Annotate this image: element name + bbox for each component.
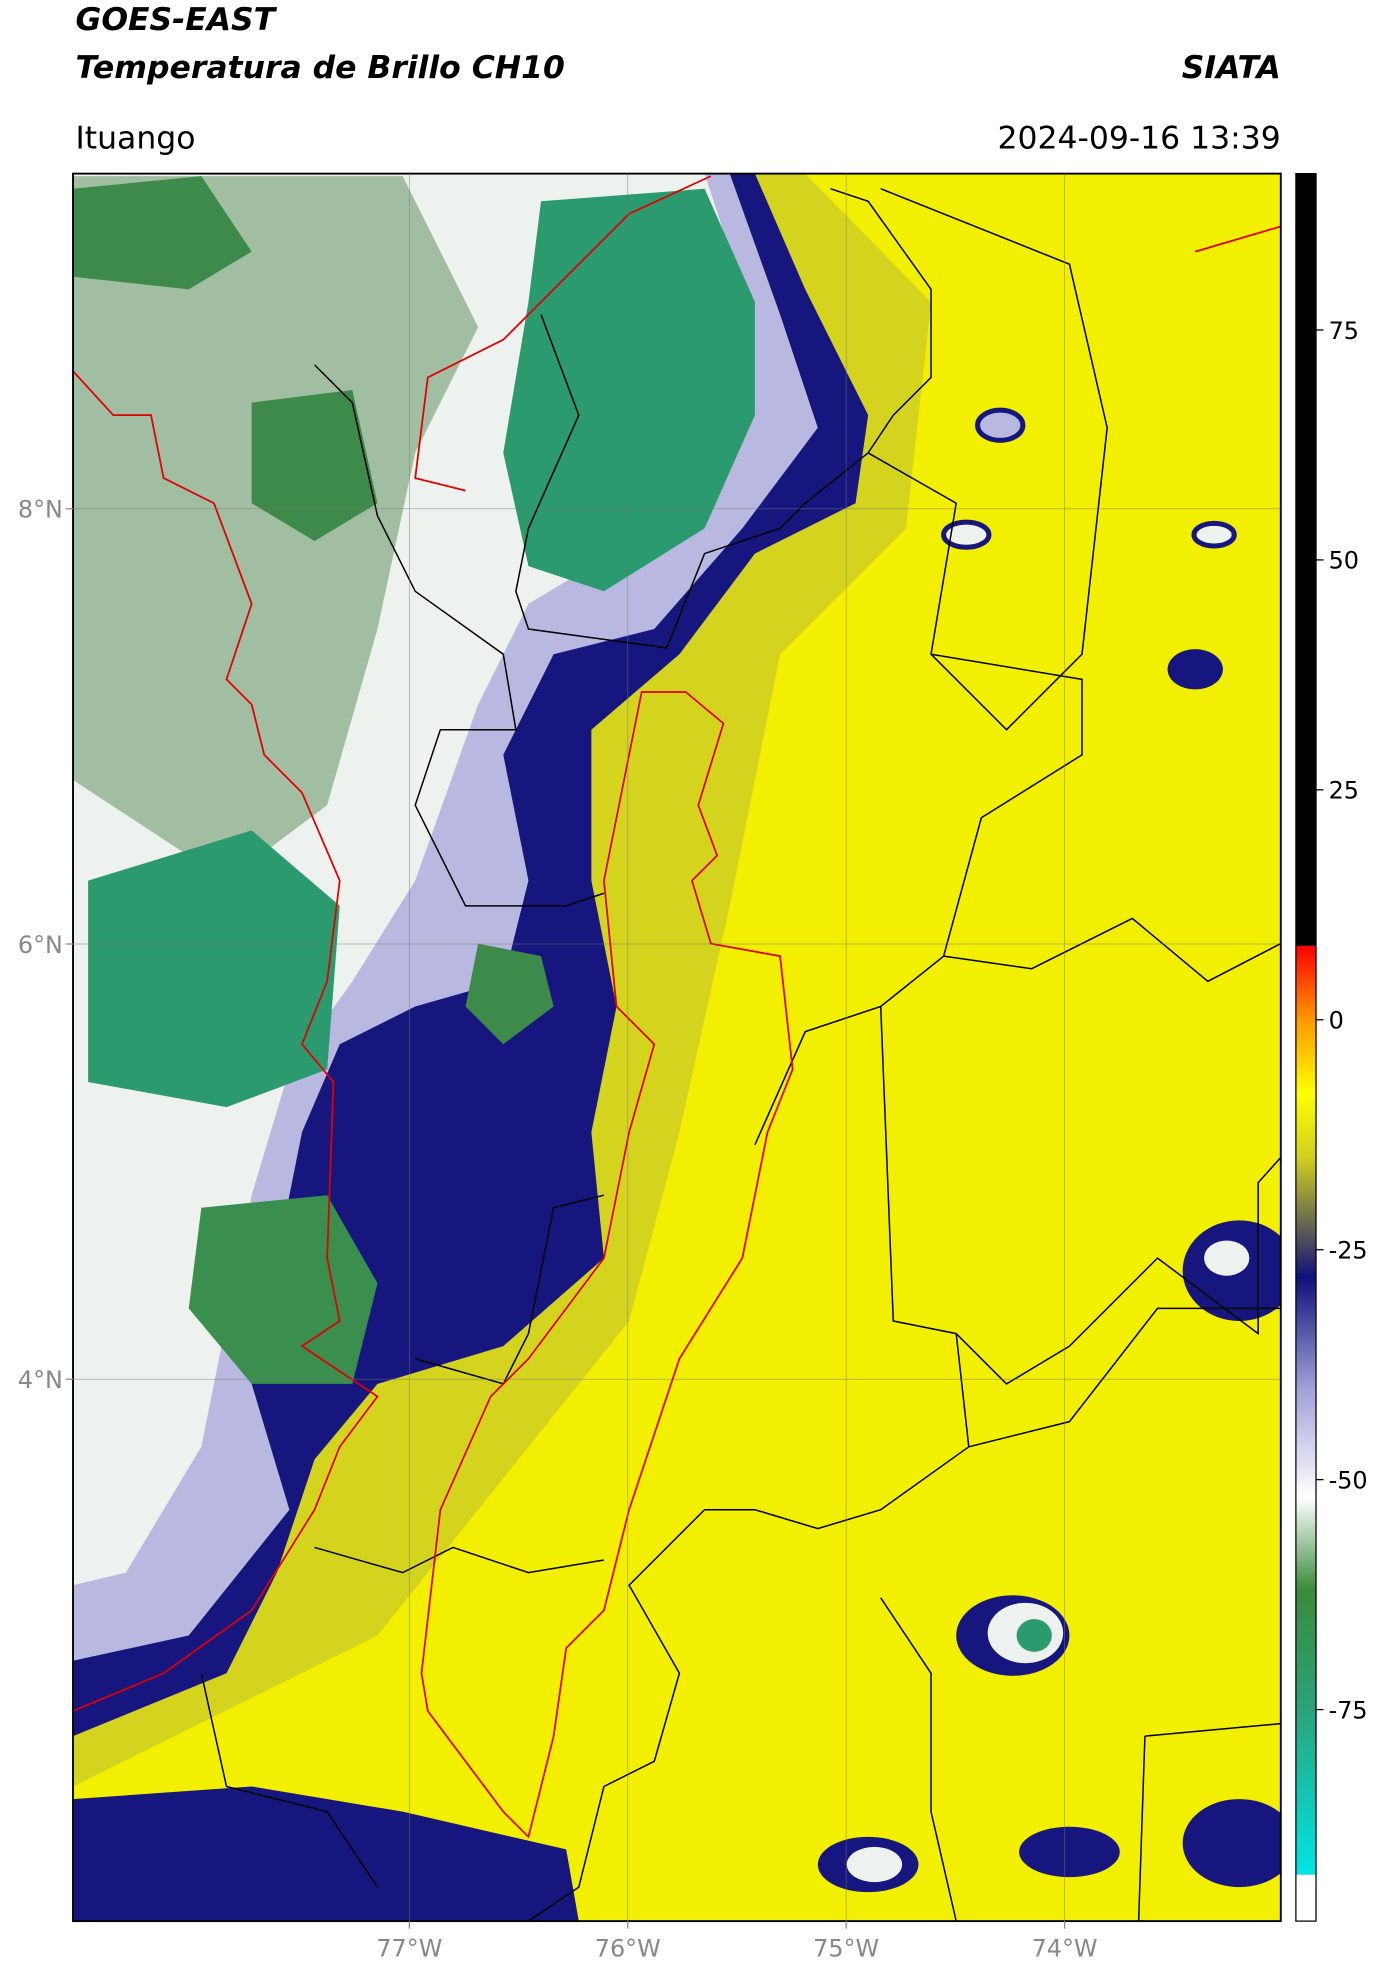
- x-tick-label: 74°W: [1032, 1934, 1098, 1962]
- colorbar-tick-label: -25: [1329, 1237, 1368, 1265]
- region-borders: [73, 175, 1281, 1839]
- x-tick-label: 76°W: [595, 1934, 661, 1962]
- datetime: 2024-09-16 13:39: [997, 120, 1280, 156]
- coldest-cloud: [251, 390, 378, 541]
- cloud-top: [73, 176, 479, 881]
- cold-cloud: [1019, 1826, 1120, 1878]
- y-tick-label: 8°N: [18, 496, 63, 524]
- colorbar-tick-label: 50: [1329, 547, 1359, 575]
- colorbar-tick-label: 75: [1329, 317, 1359, 345]
- y-tick-label: 4°N: [18, 1366, 63, 1394]
- cold-cloud: [73, 1786, 579, 1922]
- coldest-cloud: [503, 188, 755, 592]
- colorbar: [1295, 172, 1317, 1922]
- satellite-image: [73, 173, 1281, 1922]
- source: SIATA: [1182, 50, 1281, 86]
- location: Ituango: [76, 120, 196, 156]
- coldest-cloud: [465, 943, 554, 1045]
- colorbar-tick-label: -50: [1329, 1466, 1368, 1494]
- cloud-top: [1204, 1240, 1250, 1276]
- cold-cloud: [1191, 520, 1237, 549]
- x-tick-label: 75°W: [813, 1934, 879, 1962]
- colorbar-tick-label: 25: [1329, 777, 1359, 805]
- cold-cloud: [941, 519, 992, 550]
- title: GOES-EAST: [76, 2, 278, 38]
- coldest-cloud: [188, 1195, 378, 1384]
- y-tick-label: 6°N: [18, 931, 63, 959]
- x-tick-label: 77°W: [376, 1934, 442, 1962]
- cloud-top: [846, 1846, 903, 1883]
- map-frame: [72, 172, 1282, 1923]
- cold-cloud: [975, 407, 1026, 443]
- admin-borders: [200, 187, 1281, 1922]
- coldest-cloud: [73, 176, 252, 290]
- cold-cloud: [1167, 649, 1223, 690]
- colorbar-tick-label: 0: [1329, 1007, 1344, 1035]
- colorbar-tick-label: -75: [1329, 1696, 1368, 1724]
- coldest-cloud: [1016, 1619, 1052, 1652]
- coldest-cloud: [88, 830, 340, 1108]
- subtitle: Temperatura de Brillo CH10: [76, 50, 565, 86]
- cold-cloud: [1182, 1799, 1281, 1888]
